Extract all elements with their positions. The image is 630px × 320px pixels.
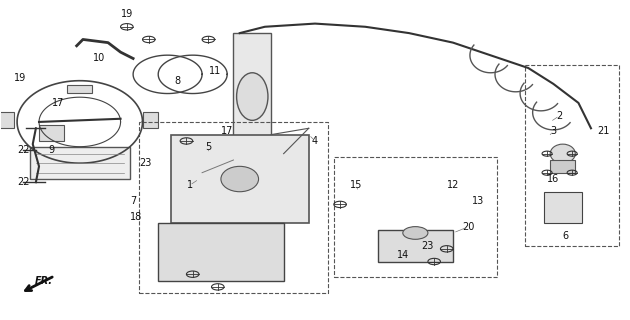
Text: 4: 4 bbox=[312, 136, 318, 146]
Text: 19: 19 bbox=[121, 9, 133, 19]
Ellipse shape bbox=[221, 166, 258, 192]
Bar bbox=[334, 157, 497, 277]
Text: 18: 18 bbox=[130, 212, 142, 222]
Bar bbox=[67, 85, 93, 93]
Ellipse shape bbox=[237, 73, 268, 120]
Text: 16: 16 bbox=[547, 174, 559, 184]
Bar bbox=[234, 33, 271, 160]
Bar bbox=[30, 147, 130, 179]
Bar bbox=[142, 112, 158, 128]
Text: 17: 17 bbox=[52, 98, 64, 108]
Text: 17: 17 bbox=[221, 126, 233, 136]
Bar bbox=[139, 122, 328, 293]
Text: 6: 6 bbox=[563, 231, 569, 241]
Bar bbox=[171, 135, 309, 223]
Ellipse shape bbox=[550, 144, 575, 163]
Text: 22: 22 bbox=[17, 146, 30, 156]
Text: 2: 2 bbox=[556, 111, 563, 121]
Text: 23: 23 bbox=[139, 158, 152, 168]
Bar bbox=[550, 160, 575, 173]
Text: 1: 1 bbox=[186, 180, 193, 190]
Text: 12: 12 bbox=[447, 180, 459, 190]
Text: 22: 22 bbox=[17, 177, 30, 187]
Text: 14: 14 bbox=[397, 250, 409, 260]
Bar bbox=[525, 65, 619, 246]
Text: 20: 20 bbox=[462, 222, 475, 232]
Ellipse shape bbox=[403, 227, 428, 239]
Text: 9: 9 bbox=[49, 146, 55, 156]
Text: 21: 21 bbox=[597, 126, 610, 136]
Text: 3: 3 bbox=[550, 126, 556, 136]
Bar bbox=[378, 230, 453, 261]
Text: 8: 8 bbox=[174, 76, 180, 86]
Text: 15: 15 bbox=[350, 180, 362, 190]
Bar bbox=[158, 223, 284, 281]
Text: 11: 11 bbox=[209, 66, 220, 76]
Bar bbox=[39, 125, 64, 141]
Text: FR.: FR. bbox=[35, 276, 53, 285]
Bar bbox=[544, 192, 581, 223]
Bar bbox=[0, 112, 14, 128]
Text: 23: 23 bbox=[421, 241, 434, 251]
Text: 5: 5 bbox=[205, 142, 212, 152]
Text: 19: 19 bbox=[14, 73, 26, 83]
Text: 10: 10 bbox=[93, 53, 105, 63]
Text: 7: 7 bbox=[130, 196, 136, 206]
Text: 13: 13 bbox=[472, 196, 484, 206]
